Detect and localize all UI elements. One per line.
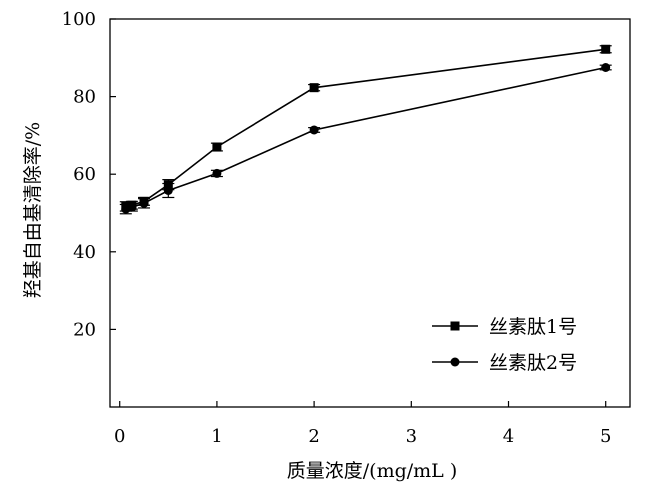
series <box>119 44 612 215</box>
series-2 <box>119 63 612 215</box>
y-axis-label: 羟基自由基清除率/% <box>22 122 44 298</box>
x-tick-label: 2 <box>308 426 319 447</box>
plot-frame <box>109 18 631 408</box>
y-tick-label: 40 <box>73 242 96 263</box>
x-tick-label: 5 <box>600 426 611 447</box>
circle-marker <box>309 125 319 135</box>
x-tick-label: 0 <box>114 426 125 447</box>
legend-label: 丝素肽2号 <box>489 352 577 374</box>
x-axis-label: 质量浓度/(mg/mL ) <box>287 460 457 482</box>
y-tick-label: 100 <box>62 9 96 30</box>
x-tick-label: 3 <box>406 426 417 447</box>
legend-item-1: 丝素肽1号 <box>432 316 577 338</box>
y-tick-label: 80 <box>73 87 96 108</box>
legend-item-2: 丝素肽2号 <box>432 352 577 374</box>
square-marker <box>212 142 222 152</box>
circle-marker <box>163 185 173 195</box>
axes <box>109 18 631 408</box>
series-1 <box>119 44 612 212</box>
series-line <box>125 48 606 208</box>
square-marker <box>309 83 319 93</box>
circle-marker <box>139 198 149 208</box>
circle-marker <box>601 63 611 72</box>
circle-marker <box>450 357 460 367</box>
square-marker <box>450 321 460 331</box>
square-marker <box>601 44 611 54</box>
x-tick-label: 1 <box>211 426 222 447</box>
circle-marker <box>127 202 137 212</box>
legend-box <box>425 305 621 387</box>
circle-marker <box>212 168 222 178</box>
x-tick-label: 4 <box>503 426 514 447</box>
ticks: 0 1 2 3 4 5 20 40 60 80 100 <box>62 9 612 447</box>
y-tick-label: 60 <box>73 164 96 185</box>
series-line <box>125 66 606 210</box>
legend-label: 丝素肽1号 <box>489 316 577 338</box>
y-tick-label: 20 <box>73 319 96 340</box>
